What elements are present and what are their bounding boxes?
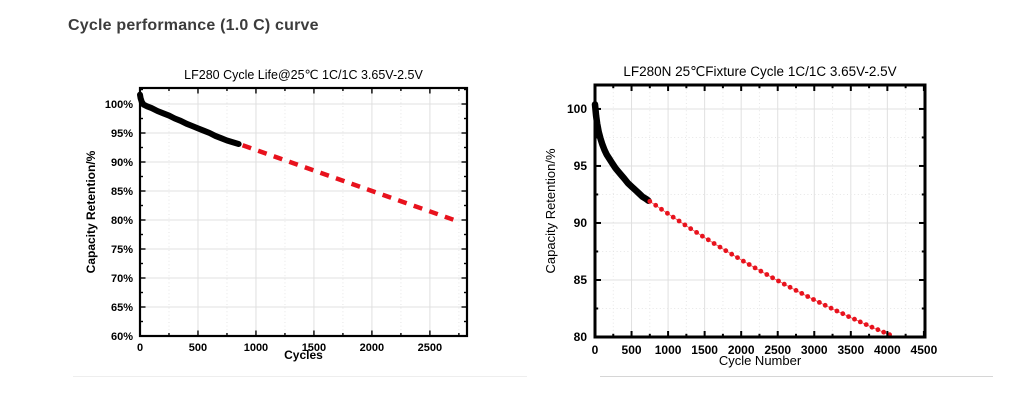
- x-axis-label: Cycle Number: [719, 353, 802, 368]
- measured-data-series: [591, 101, 652, 204]
- projected-data-point: [688, 226, 694, 232]
- y-tick-label: 100%: [105, 99, 133, 111]
- x-tick-label: 500: [622, 343, 642, 357]
- projected-data-point: [764, 272, 770, 277]
- projected-data-point: [869, 324, 875, 330]
- projected-data-point: [781, 281, 787, 287]
- projected-data-point: [817, 300, 822, 305]
- page-title: Cycle performance (1.0 C) curve: [68, 17, 319, 34]
- x-axis-label: Cycles: [284, 348, 323, 362]
- x-tick-label: 2500: [764, 343, 791, 357]
- projected-data-point: [705, 237, 711, 243]
- projected-data-point: [834, 308, 840, 314]
- projected-data-point: [735, 255, 740, 260]
- y-tick-label: 85%: [111, 186, 133, 198]
- projected-data-point: [881, 329, 887, 335]
- projected-data-point: [682, 222, 688, 228]
- projected-data-point: [787, 284, 793, 290]
- measured-data-series: [137, 91, 242, 147]
- y-axis-label: Capacity Retention/%: [84, 150, 98, 273]
- x-tick-label: 0: [137, 342, 143, 354]
- projected-data-point: [799, 291, 805, 296]
- y-tick-label: 70%: [111, 273, 133, 285]
- chart-frame: [593, 83, 927, 339]
- projected-data-point: [822, 302, 828, 308]
- x-tick-label: 1000: [244, 342, 268, 354]
- y-axis-label: Capacity Retention/%: [543, 148, 558, 273]
- x-tick-label: 4500: [911, 343, 938, 357]
- projected-data-point: [711, 241, 717, 246]
- table-cell-bottom-border-right: [600, 376, 993, 377]
- x-tick-label: 1000: [655, 343, 682, 357]
- projected-data-point: [700, 233, 705, 239]
- y-tick-label: 95%: [111, 128, 133, 140]
- projected-data-point: [729, 251, 735, 257]
- x-tick-label: 3000: [801, 343, 828, 357]
- projected-data-point: [805, 294, 811, 299]
- projected-data-point: [752, 265, 758, 271]
- chart-title: LF280 Cycle Life@25℃ 1C/1C 3.65V-2.5V: [184, 68, 423, 82]
- x-tick-label: 3500: [837, 343, 864, 357]
- y-tick-label: 90%: [111, 157, 133, 169]
- y-tick-label: 95: [574, 159, 588, 173]
- x-tick-label: 2000: [728, 343, 755, 357]
- y-tick-label: 85: [574, 273, 588, 287]
- projected-data-point: [852, 316, 857, 322]
- projected-data-point: [659, 206, 664, 212]
- projected-data-point: [670, 214, 676, 220]
- x-tick-label: 0: [592, 343, 599, 357]
- projected-data-point: [793, 288, 799, 293]
- chart-frame: [138, 86, 469, 338]
- projected-data-point: [717, 244, 723, 250]
- projected-data-point: [776, 278, 781, 284]
- table-cell-bottom-border-left: [73, 376, 527, 377]
- lf280n-cycle-life-chart: 0 500 1000 1500 2000 2500 3000 3500 4000 4500 80 85…: [543, 64, 938, 368]
- projected-data-point: [857, 319, 863, 325]
- x-tick-label: 1500: [302, 342, 326, 354]
- projected-data-point: [846, 314, 851, 319]
- projected-data-point: [653, 202, 659, 208]
- projected-data-point: [647, 198, 653, 204]
- projected-data-point: [676, 218, 682, 224]
- x-tick-label: 1500: [691, 343, 718, 357]
- projected-data-point: [741, 258, 746, 264]
- y-tick-label: 100: [567, 102, 587, 116]
- projected-data-point: [875, 327, 881, 333]
- projected-series-connector: [649, 200, 890, 336]
- projected-data-point: [840, 311, 846, 317]
- y-tick-label: 65%: [111, 302, 133, 314]
- lf280-cycle-life-chart: 0 500 1000 1500 2000 2500 60% 65% 70% 75% 80% 85% 90…: [84, 68, 469, 362]
- projected-data-point: [770, 275, 775, 281]
- x-tick-label: 4000: [874, 343, 901, 357]
- projected-data-point: [811, 297, 816, 302]
- projected-data-point: [694, 230, 699, 235]
- y-tick-label: 60%: [111, 331, 133, 343]
- projected-data-point: [723, 248, 729, 254]
- x-tick-label: 2500: [418, 342, 442, 354]
- projected-data-point: [758, 268, 764, 274]
- chart-title: LF280N 25℃Fixture Cycle 1C/1C 3.65V-2.5V: [623, 64, 896, 79]
- y-tick-label: 75%: [111, 244, 133, 256]
- projected-data-point: [746, 262, 752, 267]
- projected-data-point: [828, 305, 834, 311]
- x-tick-label: 2000: [360, 342, 384, 354]
- x-tick-label: 500: [189, 342, 207, 354]
- y-tick-label: 90: [574, 216, 588, 230]
- projected-data-point: [665, 210, 670, 216]
- y-tick-label: 80%: [111, 215, 133, 227]
- projected-data-point: [863, 322, 869, 327]
- projected-dashed-series: [241, 143, 455, 223]
- y-tick-label: 80: [574, 330, 588, 344]
